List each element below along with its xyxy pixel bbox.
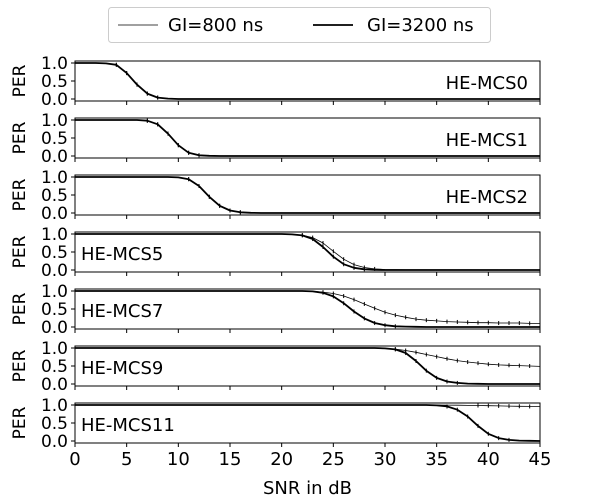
x-tick-label: 45 [529, 449, 552, 470]
y-axis-label: PER [10, 64, 30, 97]
x-tick-label: 35 [425, 449, 448, 470]
panel-he-mcs2: 1.00.50.0 PER HE-MCS2 [10, 168, 541, 224]
y-tick-label: 0.5 [41, 300, 68, 320]
y-axis-label: PER [10, 349, 30, 382]
legend-label-gi3200: GI=3200 ns [367, 15, 474, 36]
x-tick-label: 40 [477, 449, 500, 470]
panel-he-mcs9: 1.00.50.0 PER HE-MCS9 [10, 339, 541, 395]
y-tick-label: 0.0 [41, 432, 68, 452]
panel-label: HE-MCS1 [446, 130, 528, 151]
panel-he-mcs0: 1.00.50.0 PER HE-MCS0 [10, 54, 541, 110]
series-gi3200-line [75, 290, 540, 328]
y-tick-label: 1.0 [41, 282, 68, 302]
y-axis-label: PER [10, 406, 30, 439]
panel-label: HE-MCS0 [446, 73, 528, 94]
y-tick-label: 0.0 [41, 90, 68, 110]
x-axis: 0 5 10 15 20 25 30 35 40 45 SNR in dB [69, 449, 551, 499]
x-tick-label: 10 [167, 449, 190, 470]
y-tick-label: 0.0 [41, 261, 68, 281]
y-tick-label: 1.0 [41, 168, 68, 188]
y-axis-label: PER [10, 292, 30, 325]
y-tick-label: 0.5 [41, 243, 68, 263]
y-tick-label: 1.0 [41, 54, 68, 74]
series-gi3200-line [75, 233, 540, 271]
y-axis-label: PER [10, 235, 30, 268]
y-tick-label: 1.0 [41, 225, 68, 245]
y-tick-label: 0.0 [41, 147, 68, 167]
x-tick-label: 20 [270, 449, 293, 470]
y-axis-label: PER [10, 121, 30, 154]
panel-label: HE-MCS2 [446, 187, 528, 208]
y-tick-label: 1.0 [41, 339, 68, 359]
panel-he-mcs7: 1.00.50.0 PER HE-MCS7 [10, 282, 541, 338]
panel-he-mcs1: 1.00.50.0 PER HE-MCS1 [10, 111, 541, 167]
panel-label: HE-MCS7 [81, 301, 163, 322]
y-axis-label: PER [10, 178, 30, 211]
x-tick-label: 5 [121, 449, 132, 470]
legend-frame [108, 7, 491, 43]
x-tick-label: 15 [219, 449, 242, 470]
y-tick-label: 0.5 [41, 186, 68, 206]
y-tick-label: 0.5 [41, 414, 68, 434]
panel-label: HE-MCS11 [81, 415, 175, 436]
series-gi3200-line [75, 176, 540, 214]
x-tick-label: 0 [69, 449, 80, 470]
y-tick-label: 0.5 [41, 357, 68, 377]
y-tick-label: 0.0 [41, 318, 68, 338]
y-tick-label: 0.5 [41, 129, 68, 149]
legend-label-gi800: GI=800 ns [168, 15, 263, 36]
x-tick-label: 30 [374, 449, 397, 470]
panel-label: HE-MCS9 [81, 358, 163, 379]
x-axis-label: SNR in dB [263, 478, 352, 499]
panel-he-mcs5: 1.00.50.0 PER HE-MCS5 [10, 225, 541, 281]
x-tick-label: 25 [322, 449, 345, 470]
y-tick-label: 0.0 [41, 375, 68, 395]
legend: GI=800 ns GI=3200 ns [108, 7, 491, 43]
y-tick-label: 1.0 [41, 396, 68, 416]
y-tick-label: 0.0 [41, 204, 68, 224]
panel-label: HE-MCS5 [81, 244, 163, 265]
y-tick-label: 1.0 [41, 111, 68, 131]
y-tick-label: 0.5 [41, 72, 68, 92]
panel-he-mcs11: 1.00.50.0 PER HE-MCS11 [10, 396, 541, 452]
